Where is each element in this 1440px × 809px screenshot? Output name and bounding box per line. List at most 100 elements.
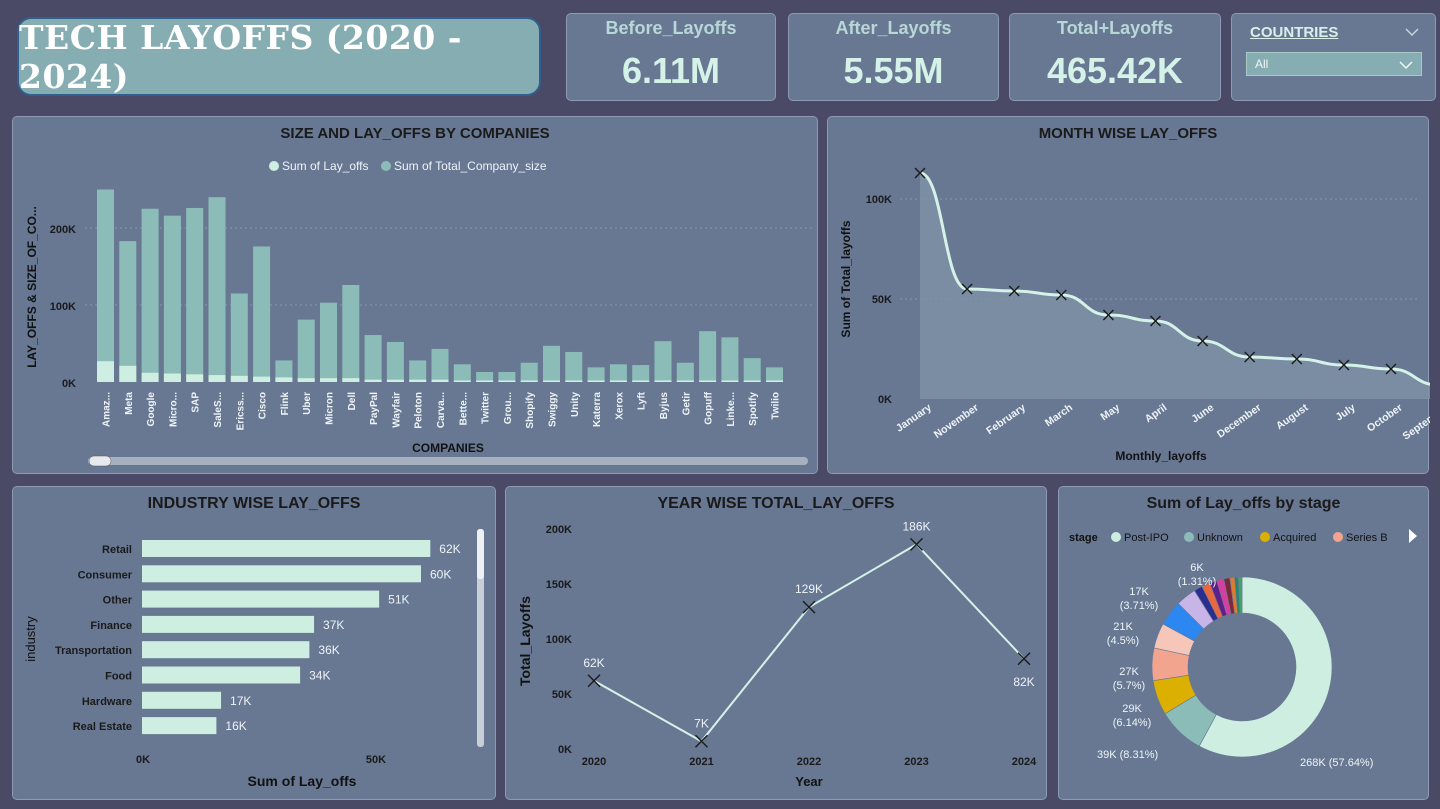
bar-layoffs [766,380,783,382]
bar-layoffs [676,380,694,382]
y-tick-label: 50K [552,689,572,701]
legend-label: Post-IPO [1124,532,1169,544]
legend-label: Series B [1346,532,1388,544]
bar-layoffs [141,372,159,382]
bar-company-size [654,341,672,382]
kpi-value: 5.55M [843,50,944,91]
x-tick-label: Byjus [659,392,670,420]
scrollbar-thumb[interactable] [477,529,484,579]
bar-company-size [587,367,605,382]
x-tick-label: Meta [124,392,135,415]
bar-company-size [409,360,427,382]
x-tick-label: Twitter [481,392,492,424]
y-tick-label: Other [103,595,133,607]
x-tick-label: Katerra [592,392,603,427]
bar-layoffs [297,378,315,382]
bar-company-size [766,367,783,382]
vertical-scrollbar[interactable] [477,529,484,747]
marker-stroke [1008,285,1020,297]
legend-swatch-company-size [381,161,391,171]
kpi-card-total-layoffs[interactable]: Total+Layoffs 465.42K [1009,13,1221,101]
x-tick-label: December [1215,402,1263,441]
bar-layoffs [431,379,449,382]
x-tick-label: Peloton [414,392,425,429]
bar-layoffs [163,373,181,382]
bar-company-size [119,241,137,382]
data-point-marker [802,600,816,614]
companies-chart: Sum of Lay_offs Sum of Total_Company_siz… [25,159,813,467]
data-point-marker [587,674,601,688]
bar-layoffs [699,380,717,382]
legend-next-icon[interactable] [1409,529,1417,543]
x-tick-label: Amaz... [102,392,113,427]
x-tick-label: 2024 [1012,756,1037,768]
bar-layoffs [476,380,494,382]
data-label: (6.14%) [1113,717,1152,729]
data-point-marker [1055,289,1067,301]
x-tick-label: Grou... [503,392,514,424]
data-label: 17K [1129,586,1149,598]
month-chart-panel: MONTH WISE LAY_OFFS 0K 50K 100K Sum of T… [827,116,1430,474]
y-tick-label: 200K [50,224,76,236]
data-point-marker [961,283,973,295]
x-tick-label: February [984,402,1028,438]
y-tick-label: 0K [558,744,572,756]
dashboard-title-box: TECH LAYOFFS (2020 - 2024) [17,17,541,96]
kpi-card-after-layoffs[interactable]: After_Layoffs 5.55M [788,13,999,101]
legend-label: Unknown [1197,532,1243,544]
stage-chart: stage Post-IPO Unknown Acquired Series B… [1069,529,1417,769]
industry-chart-panel: INDUSTRY WISE LAY_OFFS 0K 50K Sum of Lay… [12,486,496,800]
horizontal-scrollbar[interactable] [88,457,808,465]
bar-layoffs [609,380,627,382]
slicer-label: COUNTRIES [1250,24,1339,41]
data-label: (4.5%) [1107,635,1139,647]
month-chart: 0K 50K 100K Sum of Total_layoffs Monthly… [839,167,1430,463]
countries-dropdown[interactable]: All [1246,52,1422,76]
bar-layoffs [342,378,360,382]
x-tick-label: 50K [366,754,386,766]
industry-chart: 0K 50K Sum of Lay_offs industry Retail 62… [23,529,484,789]
dashboard-title: TECH LAYOFFS (2020 - 2024) [19,17,462,96]
kpi-card-before-layoffs[interactable]: Before_Layoffs 6.11M [566,13,776,101]
x-tick-label: Lyft [637,391,648,410]
x-tick-label: May [1098,402,1122,424]
bar-layoffs [208,375,226,382]
bar-layoffs [320,378,337,382]
kpi-label: After_Layoffs [835,18,952,38]
bar-company-size [320,302,337,382]
y-tick-label: 150K [546,579,572,591]
scrollbar-thumb[interactable] [88,455,112,467]
marker-stroke [1150,315,1161,327]
data-point-marker [1338,359,1350,371]
x-tick-label: Shopify [525,392,536,429]
chevron-down-icon[interactable] [1405,28,1419,36]
marker-stroke [1244,351,1256,363]
bar-company-size [342,284,360,382]
x-tick-label: September [1400,402,1430,443]
marker-stroke [1338,359,1350,371]
marker-stroke [961,283,973,295]
bar-layoffs [632,380,650,382]
x-tick-label: Bette... [458,392,469,426]
bar-company-size [520,362,538,382]
bar-company-size [699,331,717,382]
bar-company-size [453,364,471,382]
bar-layoffs [253,376,271,382]
stage-chart-panel: Sum of Lay_offs by stage stage Post-IPO … [1058,486,1429,800]
donut-slice [1238,576,1243,614]
x-tick-label: SaleS... [213,392,224,428]
y-tick-label: Consumer [78,569,133,581]
data-point-marker [910,537,923,551]
chart-title: SIZE AND LAY_OFFS BY COMPANIES [280,125,550,142]
industry-bar [142,641,310,659]
series-line [593,543,1025,743]
bar-company-size [364,335,382,382]
industry-bar [142,590,380,608]
x-tick-label: Cisco [258,392,269,419]
y-axis-label: Total_Layoffs [517,596,533,686]
industry-bar [142,540,431,557]
x-tick-label: Micron [325,392,336,425]
kpi-label: Total+Layoffs [1056,18,1174,38]
x-tick-label: 2021 [689,756,713,768]
x-tick-label: Swiggy [548,392,559,427]
